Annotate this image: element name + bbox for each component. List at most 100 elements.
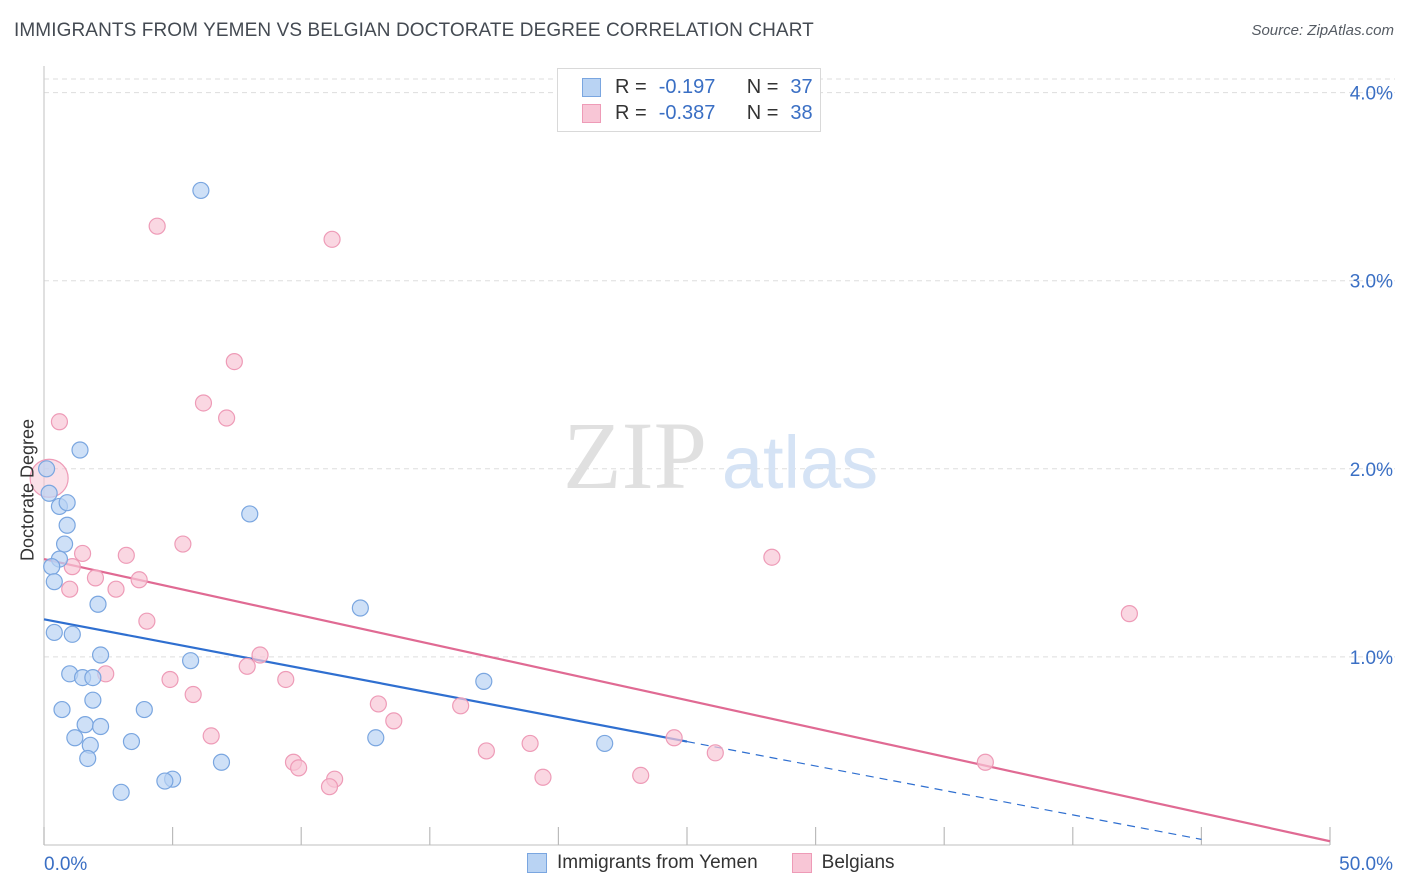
yemen-trend-extension [686, 740, 1202, 840]
axes [43, 66, 1331, 846]
belgians-point [86, 569, 105, 587]
belgians-point [107, 580, 125, 598]
tick-labels: 1.0% 2.0% 3.0% 4.0% 0.0% 50.0% [44, 84, 1393, 875]
yemen-point [192, 181, 210, 200]
y-tick-label: 2.0% [1350, 460, 1393, 481]
yemen-point [84, 691, 102, 709]
yemen-point [91, 717, 110, 736]
yemen-point [37, 460, 56, 478]
belgians-point [130, 571, 148, 589]
belgians-point [976, 753, 994, 771]
legend-r-label: R = [615, 101, 647, 124]
series-legend: Immigrants from Yemen Belgians [527, 852, 929, 874]
yemen-point [91, 646, 110, 664]
yemen-point [241, 505, 259, 523]
y-axis-label-container: Doctorate Degree [14, 290, 42, 690]
y-tick-label: 4.0% [1350, 84, 1393, 105]
belgians-point [632, 766, 650, 785]
yemen-point [76, 716, 94, 734]
y-axis-label: Doctorate Degree [17, 418, 38, 562]
yemen-point [596, 734, 614, 753]
legend-swatch-belgians [791, 853, 812, 873]
yemen-point [71, 441, 89, 459]
chart-title: IMMIGRANTS FROM YEMEN VS BELGIAN DOCTORA… [14, 20, 814, 41]
y-tick-label: 1.0% [1350, 648, 1393, 669]
belgians-point [277, 670, 295, 689]
yemen-point [351, 599, 369, 617]
legend-swatch-yemen [527, 853, 547, 873]
belgians-point [161, 670, 179, 689]
stats-legend: R = -0.197 N = 37 R = -0.387 N = 38 [557, 68, 821, 132]
legend-n-value: 37 [790, 75, 813, 98]
yemen-point [112, 783, 130, 801]
belgians-point [763, 548, 781, 566]
legend-label-yemen: Immigrants from Yemen [557, 852, 758, 873]
belgians-point [174, 535, 192, 553]
data-points [29, 181, 1138, 801]
belgians-point [73, 544, 92, 563]
yemen-point [66, 729, 84, 747]
legend-swatch-belgians [582, 103, 601, 123]
belgians-point [63, 558, 81, 576]
legend-item-belgians: Belgians [791, 852, 895, 874]
belgians-point [117, 546, 135, 564]
yemen-point [367, 729, 385, 747]
legend-r-value: -0.197 [658, 75, 716, 98]
watermark-atlas: atlas [722, 421, 878, 504]
belgians-point [369, 695, 387, 713]
x-tick-label: 50.0% [1339, 854, 1393, 875]
legend-swatch-yemen [582, 77, 601, 97]
yemen-point [53, 700, 71, 719]
belgians-point [1120, 605, 1138, 623]
legend-n-value: 38 [790, 101, 813, 124]
belgians-point [202, 727, 220, 745]
yemen-point [475, 672, 493, 690]
belgians-point [385, 712, 403, 730]
x-tick-label: 0.0% [44, 854, 87, 875]
grid-lines [44, 78, 1395, 658]
yemen-point [40, 484, 58, 502]
belgians-point [148, 217, 166, 235]
legend-item-yemen: Immigrants from Yemen [527, 852, 758, 874]
legend-label-belgians: Belgians [821, 852, 895, 873]
belgians-point [521, 734, 539, 753]
yemen-point [79, 749, 97, 768]
yemen-point [45, 623, 63, 642]
yemen-point [55, 535, 74, 553]
belgians-point [290, 759, 308, 777]
source-label: Source: ZipAtlas.com [1251, 22, 1394, 39]
belgians-point [184, 685, 202, 704]
belgians-point [706, 744, 724, 762]
belgians-point [452, 697, 470, 715]
legend-n-label: N = [746, 101, 779, 124]
belgians-point [323, 230, 341, 248]
belgians-point [50, 413, 69, 431]
yemen-point [212, 753, 231, 771]
yemen-point [182, 652, 200, 670]
belgians-point [194, 394, 213, 412]
yemen-point [84, 668, 102, 687]
belgians-point [320, 778, 339, 796]
legend-r-value: -0.387 [658, 101, 716, 124]
belgians-point [665, 729, 683, 747]
legend-n-label: N = [746, 75, 779, 98]
yemen-point [156, 772, 174, 790]
yemen-point [45, 573, 63, 591]
belgians-point [225, 352, 243, 371]
trend-lines [43, 558, 1331, 843]
yemen-point [58, 494, 76, 512]
yemen-point [89, 595, 107, 613]
belgians-point [61, 580, 79, 598]
belgians-point [534, 768, 552, 786]
yemen-point [58, 516, 76, 534]
belgians-point [251, 646, 269, 664]
yemen-point [43, 558, 61, 576]
belgians-point [477, 742, 495, 760]
belgians-point [218, 409, 236, 427]
belgians-trend-line [43, 558, 1331, 843]
yemen-point [63, 625, 81, 643]
legend-r-label: R = [615, 75, 647, 98]
yemen-point [135, 700, 153, 719]
watermark-zip: ZIP [563, 402, 707, 509]
yemen-point [122, 732, 141, 751]
